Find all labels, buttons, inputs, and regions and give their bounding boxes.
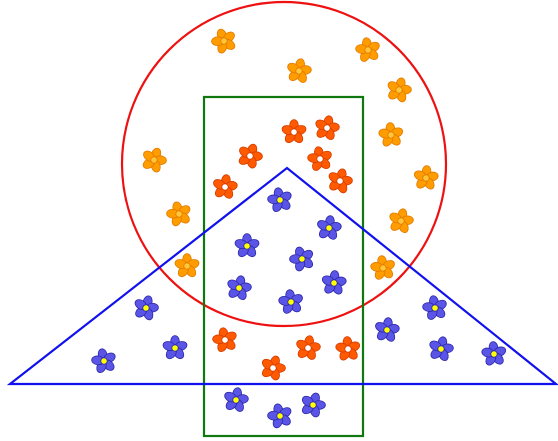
orange-flower	[163, 199, 195, 230]
red-flower	[210, 325, 241, 355]
blue-flower	[297, 389, 330, 421]
blue-flower	[221, 386, 251, 415]
orange-flower	[174, 254, 200, 279]
orange-flower	[383, 75, 415, 106]
orange-flower	[377, 122, 405, 149]
red-flower	[334, 336, 362, 363]
blue-flower	[320, 270, 348, 297]
blue-flower	[234, 234, 260, 259]
flower-center	[423, 175, 430, 182]
orange-flower	[207, 25, 240, 58]
blue-flower	[89, 346, 120, 376]
blue-flower	[162, 336, 188, 361]
blue-flower	[265, 185, 296, 215]
blue-flower	[314, 214, 344, 242]
blue-flower	[264, 401, 296, 432]
blue-flower	[286, 243, 319, 275]
red-flower	[210, 173, 240, 201]
blue-flower	[224, 273, 255, 303]
orange-flower	[412, 165, 440, 192]
flower-center	[379, 264, 386, 271]
flower-center	[325, 224, 332, 231]
flower-center	[221, 183, 228, 190]
orange-flower	[386, 206, 417, 236]
flower-center	[388, 132, 395, 139]
flower-items	[89, 25, 509, 432]
blue-flower	[276, 288, 306, 316]
red-flower	[233, 140, 266, 173]
flower-center	[172, 345, 178, 351]
blue-flower	[420, 294, 450, 323]
flower-center	[291, 129, 297, 135]
flower-center	[184, 263, 190, 269]
blue-flower	[372, 316, 402, 344]
flower-center	[287, 298, 294, 305]
flower-center	[345, 346, 352, 353]
red-flower	[257, 352, 290, 384]
circle-region	[122, 2, 446, 326]
orange-flower	[368, 254, 398, 282]
flower-center	[244, 243, 250, 249]
blue-flower	[480, 341, 508, 368]
red-flower	[281, 120, 307, 145]
rectangle-region	[204, 97, 363, 436]
blue-flower	[426, 334, 457, 364]
red-flower	[305, 145, 335, 174]
orange-flower	[353, 36, 383, 65]
red-flower	[293, 334, 323, 363]
orange-flower	[284, 57, 314, 86]
flower-center	[331, 280, 338, 287]
flower-center	[491, 351, 498, 358]
red-flower	[312, 113, 343, 143]
orange-flower	[137, 144, 170, 177]
blue-flower	[130, 293, 162, 324]
flower-center	[383, 326, 390, 333]
red-flower	[324, 166, 356, 197]
